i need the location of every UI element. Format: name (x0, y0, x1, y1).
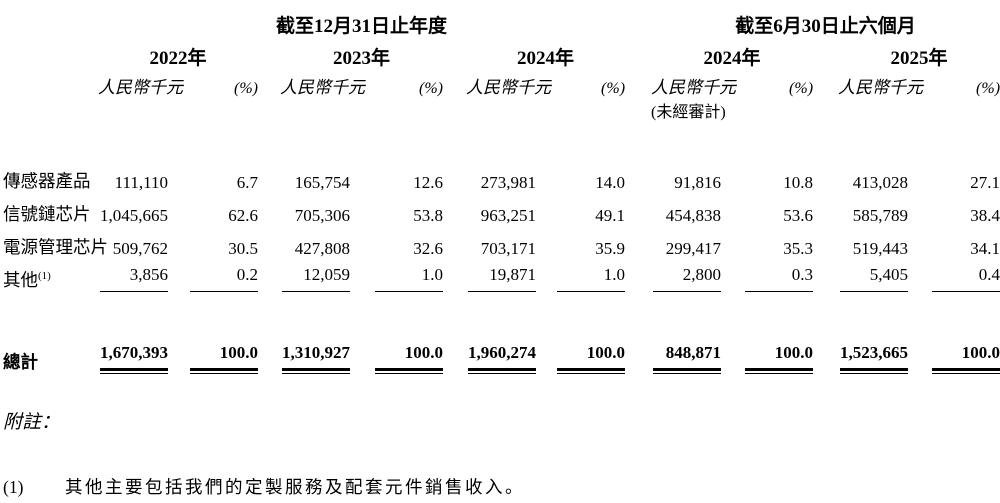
percent-value: 34.1 (970, 239, 1000, 258)
percent-header: (%) (234, 80, 258, 97)
amount-value: 19,871 (468, 265, 536, 292)
total-amount-value: 848,871 (653, 343, 722, 371)
table-row-sensor-products: 傳感器產品 111,110 6.7 165,754 12.6 273,981 1… (3, 160, 1000, 193)
period-header-row: 截至12月31日止年度 截至6月30日止六個月 (3, 8, 1000, 38)
table-row-power-management-chips: 電源管理芯片 509,762 30.5 427,808 32.6 703,171… (3, 226, 1000, 259)
unaudited-note-row: (未經審計) (3, 98, 1000, 160)
percent-value: 53.8 (413, 206, 443, 225)
year-header-2022: 2022年 (149, 48, 207, 69)
amount-value: 963,251 (480, 206, 536, 225)
percent-value: 38.4 (970, 206, 1000, 225)
unit-header: 人民幣千元 (280, 78, 365, 97)
amount-value: 509,762 (112, 239, 168, 258)
amount-value: 273,981 (480, 173, 536, 192)
table-row-signal-chain-chips: 信號鏈芯片 1,045,665 62.6 705,306 53.8 963,25… (3, 193, 1000, 226)
percent-value: 1.0 (375, 265, 443, 292)
note-text: 其他主要包括我們的定製服務及配套元件銷售收入。 (65, 477, 525, 497)
percent-value: 0.4 (932, 265, 1000, 292)
total-amount-value: 1,670,393 (100, 343, 168, 371)
year-header-2023: 2023年 (332, 48, 390, 69)
amount-value: 703,171 (480, 239, 536, 258)
total-amount-value: 1,523,665 (840, 343, 909, 371)
percent-value: 27.1 (970, 173, 1000, 192)
unit-header: 人民幣千元 (466, 78, 551, 97)
amount-value: 299,417 (665, 239, 722, 258)
amount-value: 12,059 (282, 265, 350, 292)
footnote-marker: (1) (38, 270, 51, 283)
percent-value: 53.6 (783, 206, 814, 225)
percent-header: (%) (976, 80, 1000, 97)
unit-header-row: 人民幣千元 (%) 人民幣千元 (%) 人民幣千元 (%) 人民幣千元 (%) … (3, 70, 1000, 98)
year-header-2025-interim: 2025年 (890, 48, 948, 69)
percent-header: (%) (789, 80, 814, 97)
percent-value: 62.6 (228, 206, 258, 225)
amount-value: 2,800 (653, 265, 722, 292)
corner-blank (3, 8, 98, 38)
year-header-row: 2022年 2023年 2024年 2024年 2025年 (3, 38, 1000, 70)
total-percent-value: 100.0 (932, 343, 1000, 371)
total-amount-value: 1,960,274 (468, 343, 536, 371)
year-header-2024-interim: 2024年 (703, 48, 761, 69)
percent-value: 35.3 (783, 239, 814, 258)
amount-value: 705,306 (294, 206, 350, 225)
total-percent-value: 100.0 (557, 343, 626, 371)
amount-value: 585,789 (852, 206, 909, 225)
period-header-interim: 截至6月30日止六個月 (735, 16, 916, 37)
unit-header: 人民幣千元 (98, 78, 183, 97)
amount-value: 91,816 (674, 173, 722, 192)
percent-value: 1.0 (557, 265, 626, 292)
amount-value: 427,808 (294, 239, 350, 258)
percent-value: 10.8 (783, 173, 814, 192)
amount-value: 1,045,665 (100, 206, 168, 225)
amount-value: 111,110 (114, 173, 168, 192)
amount-value: 519,443 (852, 239, 909, 258)
total-percent-value: 100.0 (745, 343, 814, 371)
percent-value: 32.6 (413, 239, 443, 258)
spacer-row (3, 292, 1000, 322)
revenue-breakdown-table: 截至12月31日止年度 截至6月30日止六個月 2022年 2023年 2024… (3, 8, 1000, 374)
percent-header: (%) (419, 80, 443, 97)
row-label: 信號鏈芯片 (3, 204, 91, 224)
total-percent-value: 100.0 (190, 343, 258, 371)
unit-header: 人民幣千元 (651, 78, 737, 97)
total-amount-value: 1,310,927 (282, 343, 350, 371)
percent-value: 30.5 (228, 239, 258, 258)
percent-value: 49.1 (595, 206, 626, 225)
percent-value: 0.3 (745, 265, 814, 292)
percent-value: 12.6 (413, 173, 443, 192)
notes-section: 附註： (1) 其他主要包括我們的定製服務及配套元件銷售收入。 (3, 407, 1000, 499)
amount-value: 454,838 (665, 206, 722, 225)
period-header-annual: 截至12月31日止年度 (276, 16, 448, 37)
unaudited-label: (未經審計) (651, 104, 726, 121)
unit-header: 人民幣千元 (838, 78, 924, 97)
total-percent-value: 100.0 (375, 343, 443, 371)
row-label: 傳感器產品 (3, 171, 91, 191)
note-marker: (1) (3, 477, 24, 497)
amount-value: 3,856 (100, 265, 168, 292)
total-label: 總計 (3, 352, 38, 372)
percent-value: 6.7 (236, 173, 258, 192)
note-item-1: (1) 其他主要包括我們的定製服務及配套元件銷售收入。 (3, 474, 1000, 499)
row-label: 其他(1) (3, 270, 51, 290)
percent-value: 35.9 (595, 239, 626, 258)
percent-header: (%) (601, 80, 626, 97)
amount-value: 5,405 (840, 265, 909, 292)
percent-value: 0.2 (190, 265, 258, 292)
percent-value: 14.0 (595, 173, 626, 192)
amount-value: 165,754 (294, 173, 350, 192)
table-row-others: 其他(1) 3,856 0.2 12,059 1.0 19,871 1.0 2,… (3, 259, 1000, 292)
amount-value: 413,028 (852, 173, 909, 192)
year-header-2024: 2024年 (517, 48, 575, 69)
notes-title: 附註： (3, 412, 61, 433)
table-row-total: 總計 1,670,393 100.0 1,310,927 100.0 1,960… (3, 322, 1000, 374)
row-label: 電源管理芯片 (3, 237, 108, 257)
